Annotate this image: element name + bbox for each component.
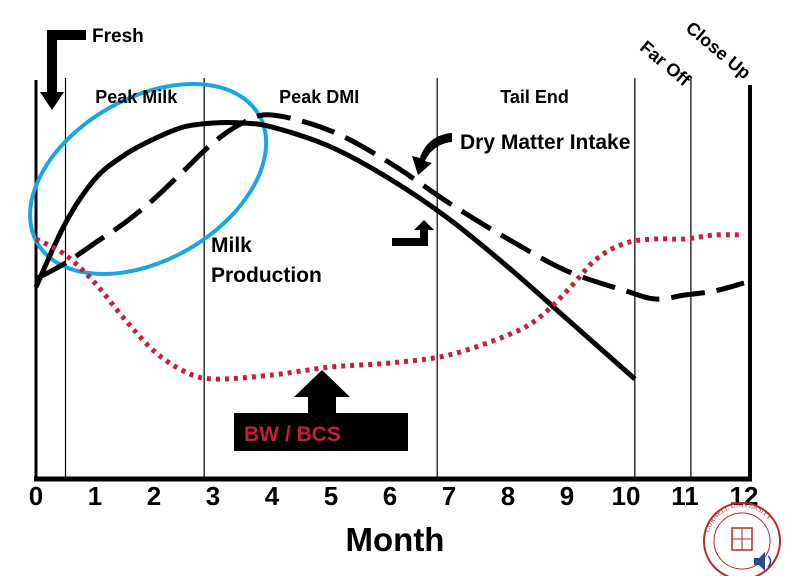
axes <box>34 80 752 482</box>
fresh-annotation: Fresh <box>40 26 144 110</box>
x-axis-title: Month <box>346 521 445 558</box>
x-tick-1: 1 <box>88 481 102 511</box>
cornell-university-seal: CORNELL UNIVERSITY <box>703 501 781 576</box>
phase-label-peak-dmi: Peak DMI <box>279 87 359 107</box>
x-tick-3: 3 <box>206 481 220 511</box>
phase-label-far-off: Far Off <box>636 37 695 91</box>
milk-bent-arrow-icon <box>392 220 434 246</box>
dmi-label: Dry Matter Intake <box>460 131 630 154</box>
x-tick-4: 4 <box>265 481 280 511</box>
x-tick-6: 6 <box>383 481 397 511</box>
series-dmi-line <box>34 112 745 302</box>
phase-label-tail-end: Tail End <box>500 87 569 107</box>
milk-label-line1: Milk <box>211 234 252 257</box>
series-bwbcs-line <box>34 232 745 382</box>
milk-label-line2: Production <box>211 264 322 287</box>
x-tick-11: 11 <box>671 481 699 511</box>
fresh-arrow-icon <box>40 30 86 110</box>
dmi-annotation: Dry Matter Intake <box>412 131 630 175</box>
milk-annotation: Milk Production <box>211 220 434 287</box>
x-tick-labels: 0 1 2 3 4 5 6 7 8 9 10 11 12 <box>29 481 759 511</box>
x-tick-0: 0 <box>29 481 43 511</box>
x-tick-10: 10 <box>612 481 641 511</box>
speaker-icon[interactable] <box>754 552 772 571</box>
bwbcs-box <box>234 413 408 451</box>
bwbcs-up-arrow-icon <box>294 370 350 418</box>
series-milk-line <box>33 119 637 381</box>
fresh-label: Fresh <box>92 26 144 47</box>
x-tick-7: 7 <box>442 481 456 511</box>
x-tick-8: 8 <box>501 481 515 511</box>
x-tick-5: 5 <box>324 481 338 511</box>
x-tick-12: 12 <box>730 481 759 511</box>
bwbcs-label: BW / BCS <box>244 423 341 446</box>
x-tick-9: 9 <box>560 481 574 511</box>
dmi-curved-arrow-icon <box>412 133 452 175</box>
phase-label-peak-milk: Peak Milk <box>95 87 178 107</box>
bwbcs-annotation: BW / BCS <box>234 370 408 451</box>
series-lines <box>33 112 745 382</box>
x-tick-2: 2 <box>147 481 161 511</box>
